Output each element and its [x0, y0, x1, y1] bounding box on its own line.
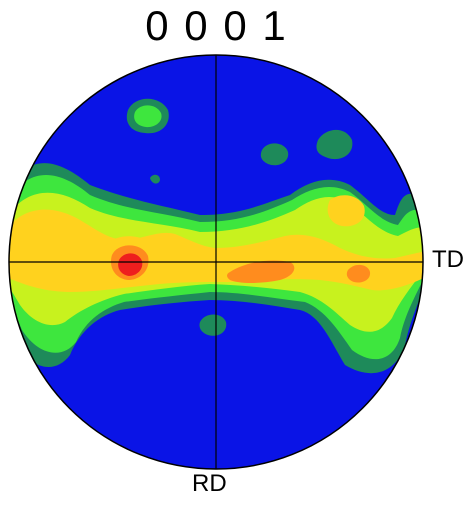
contour-level-6 [118, 253, 143, 276]
td-axis-label: TD [432, 246, 464, 273]
island-top-right [316, 129, 353, 160]
pole-figure-circle [8, 54, 424, 470]
pole-title: 0 0 0 1 [145, 2, 288, 49]
island-bottom-mid [199, 314, 227, 336]
rd-axis-label: RD [192, 470, 227, 497]
contour-map [9, 55, 423, 469]
hotspot-orange-right [346, 264, 371, 283]
island-yellow-right [327, 195, 365, 227]
island-top-left-inner [134, 105, 162, 128]
island-small-left [150, 174, 160, 184]
hotspot-red-max [118, 253, 143, 276]
island-top-mid [260, 143, 289, 166]
hotspot-orange-center [227, 260, 295, 283]
